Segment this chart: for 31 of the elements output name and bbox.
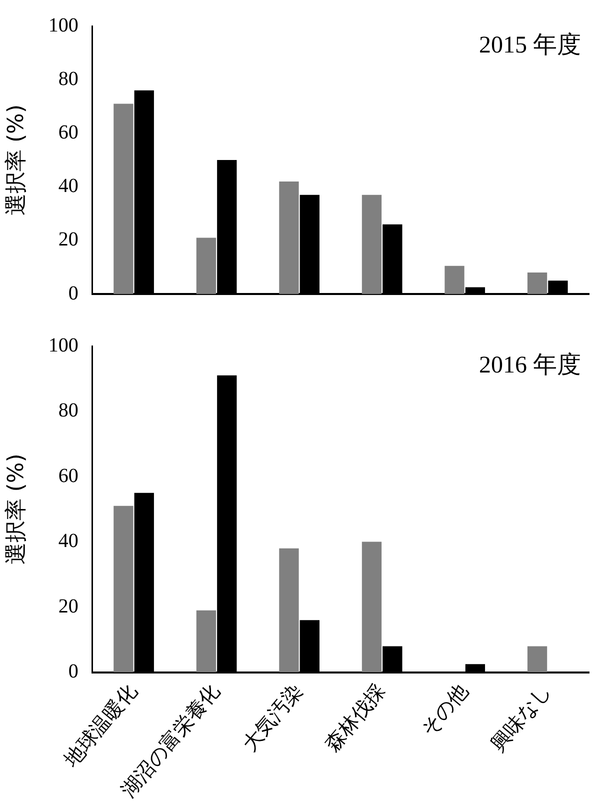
bar [114,104,134,294]
x-tick-label: 森林伐採 [320,679,390,756]
bar [444,266,464,294]
chart-title: 2015 年度 [479,31,581,58]
y-tick-label: 20 [58,228,78,251]
x-tick-label: 大気汚染 [237,679,308,756]
y-tick-label: 80 [58,68,78,90]
x-tick-label: その他 [416,679,473,741]
y-tick-label: 40 [58,175,78,198]
y-tick-label: 60 [58,464,78,487]
y-axis-title: 選択率 (%) [4,454,29,565]
bar [527,646,548,672]
y-tick-label: 100 [48,334,78,356]
x-tick-label: 興味なし [486,679,556,756]
bar [279,548,299,672]
y-tick-label: 40 [58,530,78,552]
y-tick-label: 100 [48,14,78,36]
chart-title: 2016 年度 [479,351,581,378]
y-tick-label: 0 [68,660,78,683]
bar [362,194,382,294]
bar [527,272,548,294]
bar [196,610,216,672]
y-tick-label: 80 [58,400,78,422]
y-tick-label: 0 [68,282,78,304]
bar [114,506,134,672]
y-axis-title: 選択率 (%) [4,104,29,216]
bar [196,238,216,294]
bar [362,542,382,672]
y-tick-label: 20 [58,595,78,618]
y-tick-label: 60 [58,121,78,144]
bar [279,181,299,294]
